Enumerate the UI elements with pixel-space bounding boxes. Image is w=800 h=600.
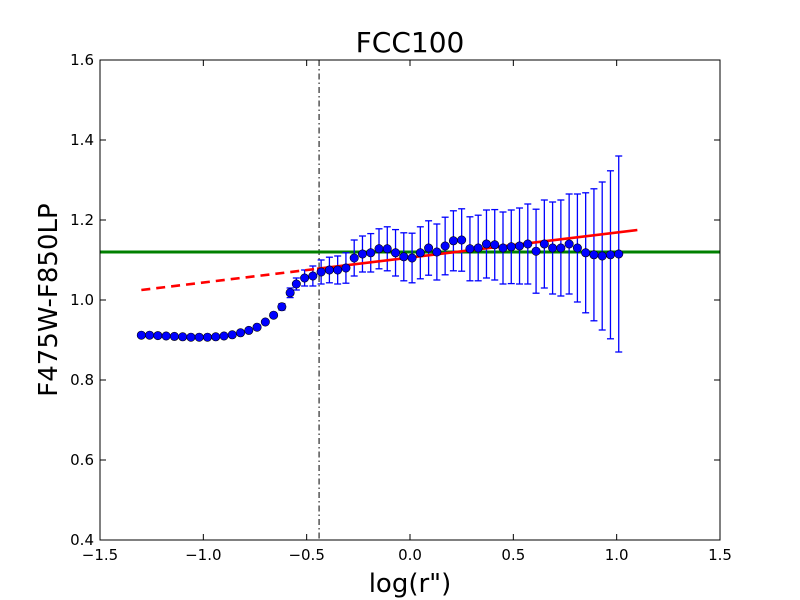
data-point-44 (498, 243, 508, 253)
data-point-5 (178, 332, 188, 342)
data-point-53 (572, 243, 582, 253)
data-point-3 (161, 331, 171, 341)
data-point-57 (605, 250, 615, 260)
data-point-10 (219, 331, 229, 341)
data-point-33 (407, 253, 417, 263)
data-point-27 (357, 249, 367, 259)
x-tick-label: 0.0 (398, 546, 422, 564)
data-points (136, 235, 624, 342)
chart-title: FCC100 (356, 26, 465, 59)
data-point-15 (260, 317, 270, 327)
x-tick-label: 1.0 (605, 546, 629, 564)
plot-area (100, 60, 720, 540)
data-point-58 (614, 249, 624, 259)
x-axis-label: log(r") (369, 569, 452, 599)
data-point-56 (597, 251, 607, 261)
data-point-42 (481, 239, 491, 249)
y-tick-label: 1.4 (70, 131, 94, 149)
data-point-40 (465, 244, 475, 254)
data-point-43 (490, 240, 500, 250)
data-point-51 (556, 243, 566, 253)
data-point-29 (374, 244, 384, 254)
axis-ticks: −1.5 −1.0 −0.5 0.0 0.5 1.0 1.5 0.4 0.6 0.8 1.0 1.2 1… (70, 51, 732, 564)
data-point-7 (194, 332, 204, 342)
data-point-46 (515, 241, 525, 251)
data-point-12 (236, 328, 246, 338)
data-point-11 (227, 330, 237, 340)
y-tick-label: 1.0 (70, 291, 94, 309)
data-point-47 (523, 239, 533, 249)
data-point-4 (169, 331, 179, 341)
y-tick-label: 0.6 (70, 451, 94, 469)
data-point-0 (136, 330, 146, 340)
data-point-35 (424, 243, 434, 253)
data-point-37 (440, 241, 450, 251)
data-point-32 (399, 252, 409, 262)
x-tick-label: 1.5 (708, 546, 732, 564)
data-point-50 (548, 243, 558, 253)
data-point-6 (186, 332, 196, 342)
x-tick-label: −0.5 (288, 546, 324, 564)
data-point-17 (277, 302, 287, 312)
data-point-28 (366, 248, 376, 258)
y-tick-label: 1.6 (70, 51, 94, 69)
data-point-22 (316, 267, 326, 277)
y-tick-label: 0.4 (70, 531, 94, 549)
data-point-20 (300, 273, 310, 283)
data-point-30 (382, 244, 392, 254)
y-tick-label: 1.2 (70, 211, 94, 229)
data-point-8 (202, 332, 212, 342)
data-point-48 (531, 246, 541, 256)
data-point-34 (415, 248, 425, 258)
data-point-31 (391, 248, 401, 258)
data-point-23 (324, 265, 334, 275)
data-point-39 (457, 235, 467, 245)
x-tick-label: −1.5 (82, 546, 118, 564)
data-point-2 (153, 331, 163, 341)
data-point-18 (285, 288, 295, 298)
data-point-13 (244, 325, 254, 335)
data-point-38 (448, 236, 458, 246)
data-point-9 (211, 332, 221, 342)
data-point-25 (341, 263, 351, 273)
y-tick-label: 0.8 (70, 371, 94, 389)
data-point-1 (145, 330, 155, 340)
data-point-16 (269, 310, 279, 320)
data-point-45 (506, 242, 516, 252)
x-tick-label: −1.0 (185, 546, 221, 564)
data-point-24 (333, 265, 343, 275)
data-point-41 (473, 243, 483, 253)
data-point-36 (432, 247, 442, 257)
data-point-54 (581, 248, 591, 258)
data-point-14 (252, 322, 262, 332)
data-point-55 (589, 250, 599, 260)
y-axis-label: F475W-F850LP (34, 203, 64, 396)
x-tick-label: 0.5 (501, 546, 525, 564)
data-point-49 (539, 239, 549, 249)
data-point-21 (308, 271, 318, 281)
data-point-19 (291, 279, 301, 289)
data-point-52 (564, 239, 574, 249)
data-point-26 (349, 253, 359, 263)
